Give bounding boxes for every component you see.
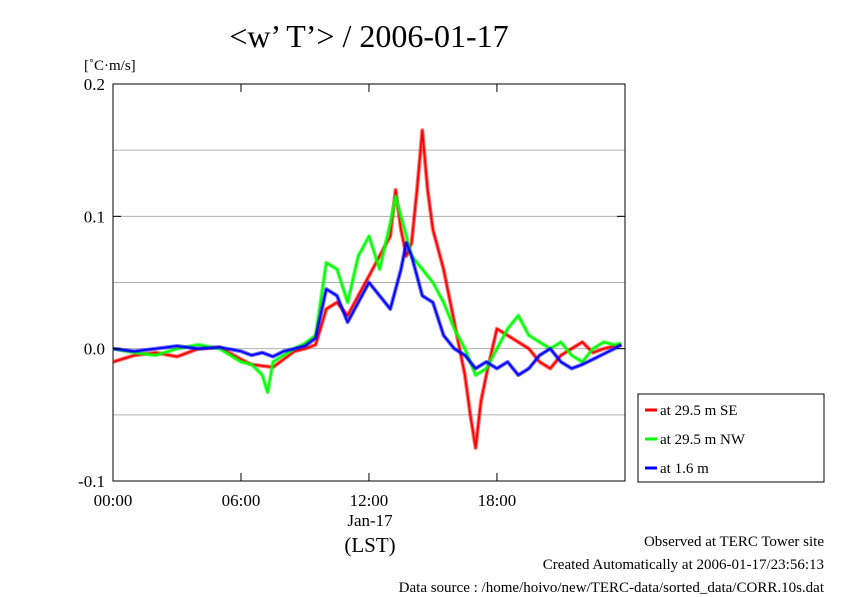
- x-tick-label: 12:00: [350, 491, 389, 510]
- legend-entry: at 29.5 m NW: [660, 432, 746, 448]
- x-tick-label: 00:00: [94, 491, 133, 510]
- y-tick-label: 0.2: [84, 75, 105, 94]
- y-tick-label: 0.0: [84, 340, 105, 359]
- series-line: [112, 129, 622, 449]
- footer-created-note: Created Automatically at 2006-01-17/23:5…: [542, 557, 824, 573]
- x-tick-label: 18:00: [478, 491, 517, 510]
- x-axis-label: (LST): [344, 533, 395, 557]
- footer-data-source: Data source : /home/hoivo/new/TERC-data/…: [398, 580, 824, 596]
- legend: at 29.5 m SE at 29.5 m NW at 1.6 m: [637, 393, 825, 483]
- y-unit-label: [˚C·m/s]: [84, 58, 136, 74]
- series-line: [112, 241, 622, 377]
- legend-entry: at 29.5 m SE: [660, 403, 738, 419]
- y-axis-ticks: -0.1 0.0 0.1 0.2: [78, 75, 625, 491]
- x-date-label: Jan-17: [347, 511, 393, 530]
- footer-site-note: Observed at TERC Tower site: [643, 534, 824, 550]
- x-tick-label: 06:00: [222, 491, 261, 510]
- series-line: [112, 195, 622, 394]
- y-tick-label: -0.1: [78, 472, 105, 491]
- legend-box: [637, 393, 825, 483]
- series-line-halo: [112, 240, 623, 378]
- y-tick-label: 0.1: [84, 207, 105, 226]
- series-line-halo: [112, 194, 622, 395]
- series-lines: [112, 128, 623, 450]
- chart-title: <w’ T’> / 2006-01-17: [229, 18, 508, 54]
- legend-entry: at 1.6 m: [660, 461, 709, 477]
- x-axis-ticks: 00:00 06:00 12:00 18:00: [94, 84, 517, 510]
